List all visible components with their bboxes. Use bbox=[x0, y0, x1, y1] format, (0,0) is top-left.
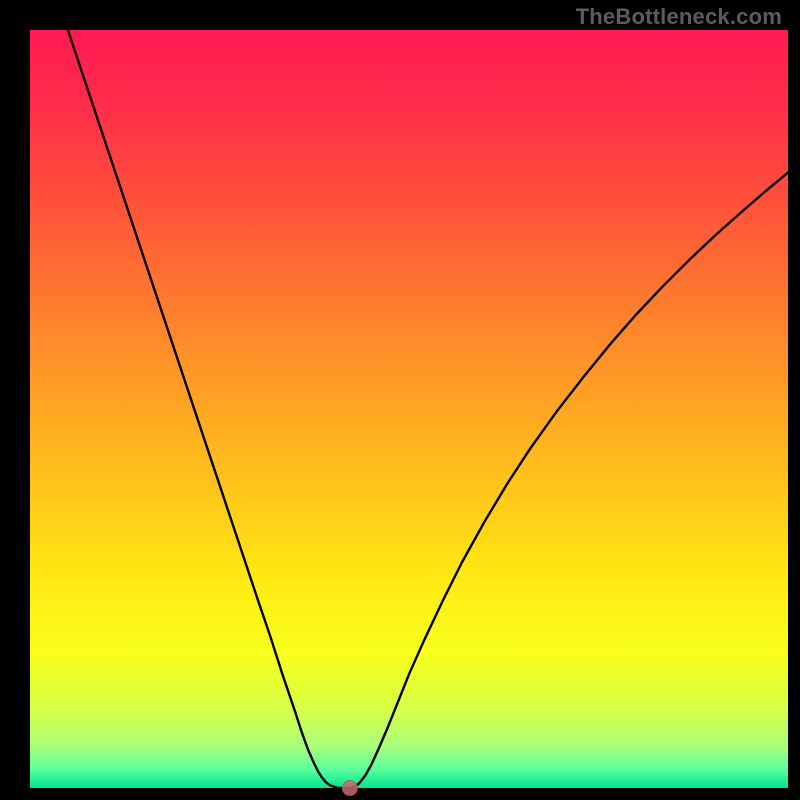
bottleneck-chart bbox=[0, 0, 800, 800]
watermark-text: TheBottleneck.com bbox=[576, 4, 782, 30]
chart-container: TheBottleneck.com bbox=[0, 0, 800, 800]
optimal-point-marker bbox=[342, 781, 357, 796]
